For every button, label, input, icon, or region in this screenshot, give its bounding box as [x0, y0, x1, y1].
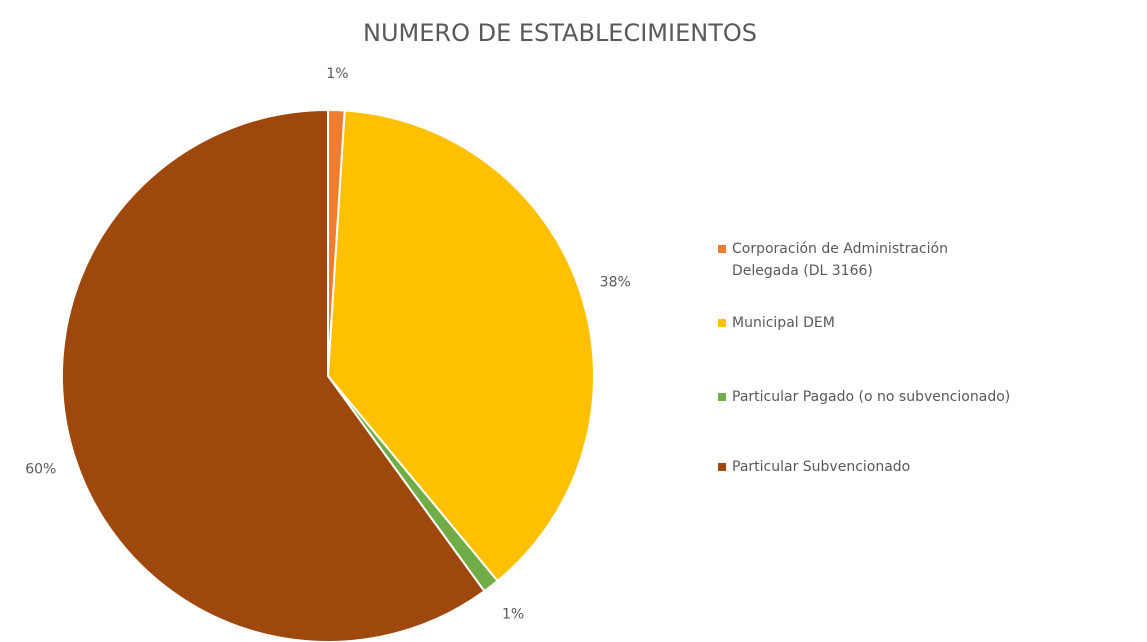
pie-slice — [61, 108, 486, 642]
legend-swatch — [718, 245, 726, 253]
data-label: 60% — [25, 461, 56, 477]
legend-swatch — [718, 393, 726, 401]
legend-item: Particular Subvencionado — [718, 456, 910, 478]
legend-swatch — [718, 463, 726, 471]
chart-title: NUMERO DE ESTABLECIMIENTOS — [363, 19, 757, 47]
data-label: 38% — [600, 275, 631, 291]
legend-swatch — [718, 319, 726, 327]
legend-label: Municipal DEM — [732, 315, 835, 331]
data-label: 1% — [326, 66, 348, 82]
legend-item: Corporación de Administración Delegada (… — [718, 238, 1048, 282]
legend-label: Particular Subvencionado — [732, 459, 911, 475]
legend-item: Municipal DEM — [718, 312, 835, 334]
data-label: 1% — [502, 607, 524, 623]
legend-item: Particular Pagado (o no subvencionado) — [718, 386, 1010, 408]
pie-slice — [326, 109, 595, 583]
legend-label: Particular Pagado (o no subvencionado) — [732, 389, 1011, 405]
legend-label: Corporación de Administración Delegada (… — [732, 241, 948, 279]
